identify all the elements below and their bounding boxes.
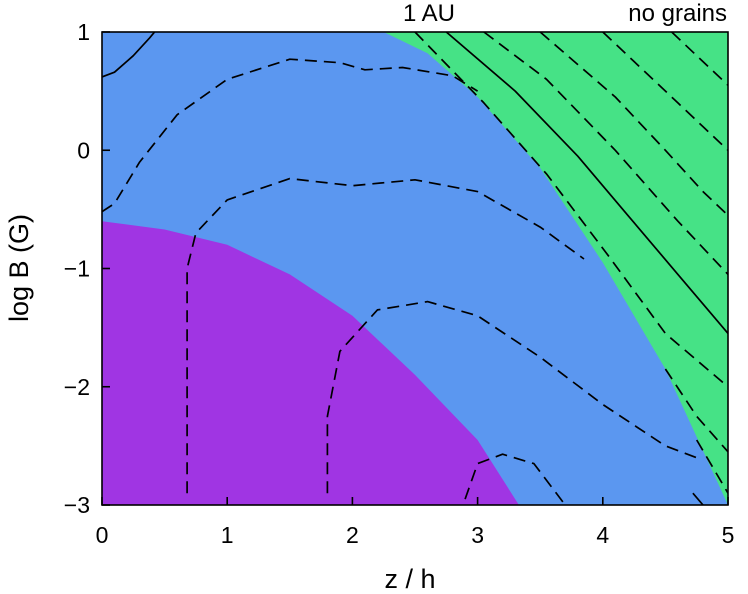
contour-line-dashed	[326, 300, 697, 494]
contour-line-dashed	[602, 32, 728, 151]
contour-line-solid	[692, 492, 704, 505]
contour-line-dashed	[539, 32, 728, 216]
x-tick-label: 2	[346, 522, 359, 548]
contour-line-dashed	[483, 32, 728, 275]
contour-line-dashed	[186, 177, 585, 494]
annotation-1au: 1 AU	[403, 0, 455, 27]
annotation-no-grains: no grains	[628, 0, 727, 27]
region-green	[383, 32, 728, 505]
y-axis-label: log B (G)	[4, 214, 34, 322]
y-tick-label: −3	[64, 492, 90, 518]
x-tick-label: 1	[221, 522, 234, 548]
contour-lines	[102, 32, 728, 505]
x-tick-label: 5	[722, 522, 735, 548]
x-tick-label: 0	[96, 522, 109, 548]
contour-line-dashed	[102, 58, 479, 213]
contour-line-dashed	[464, 453, 566, 505]
contour-line-dashed	[671, 32, 728, 86]
x-axis-label: z / h	[384, 564, 435, 594]
contour-line-solid	[445, 32, 728, 335]
x-axis: 0 1 2 3 4 5	[96, 497, 735, 548]
y-axis: 1 0 −1 −2 −3	[64, 19, 110, 518]
region-purple	[102, 221, 519, 505]
contour-line-solid	[102, 32, 156, 78]
contour-line-dashed	[414, 32, 728, 388]
y-tick-label: 1	[77, 19, 90, 45]
y-tick-label: −2	[64, 374, 90, 400]
contour-line-dashed	[695, 439, 728, 494]
y-tick-label: 0	[77, 137, 90, 163]
plot-area	[102, 32, 728, 505]
x-tick-label: 3	[471, 522, 484, 548]
y-tick-label: −1	[64, 256, 90, 282]
x-tick-label: 4	[596, 522, 609, 548]
